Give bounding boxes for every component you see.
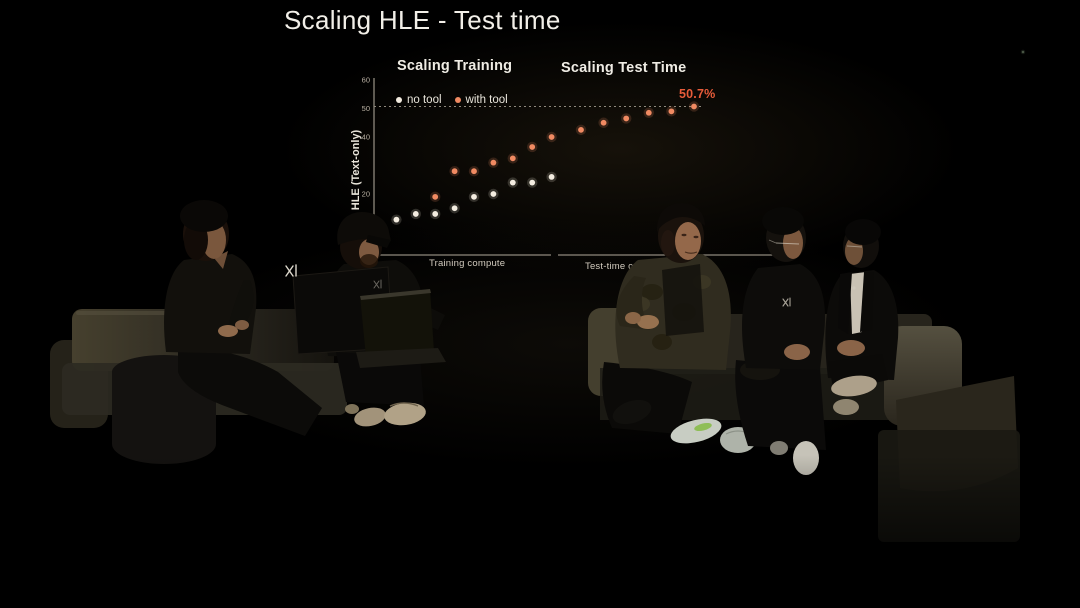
xai-logo-polo	[782, 297, 791, 307]
data-point	[668, 108, 675, 115]
data-point	[471, 168, 477, 175]
data-point	[490, 159, 497, 166]
y-tick-label: 20	[362, 190, 370, 199]
data-point	[393, 216, 400, 223]
xai-logo-shirt	[373, 279, 382, 289]
data-point	[529, 144, 536, 150]
data-point	[529, 179, 536, 186]
series-with-tool-training	[430, 131, 557, 203]
data-point	[471, 193, 477, 200]
y-tick-label: 40	[362, 133, 370, 142]
data-point	[412, 211, 419, 217]
laptop-base	[356, 348, 446, 368]
data-point	[691, 103, 697, 110]
person-5	[825, 219, 899, 415]
data-point	[490, 191, 497, 197]
data-point	[509, 155, 516, 162]
laptops	[292, 266, 446, 368]
data-point	[451, 205, 458, 212]
data-point	[623, 115, 630, 122]
person-1	[164, 200, 322, 436]
light-speck	[1020, 49, 1026, 55]
person-4	[735, 207, 826, 475]
floor-shadow	[0, 455, 1080, 608]
person-3-elon	[602, 203, 731, 434]
y-tick-label: 60	[362, 76, 370, 85]
xai-logo-wall	[285, 264, 297, 277]
data-point	[548, 134, 555, 140]
data-point	[578, 126, 584, 133]
data-point	[645, 109, 652, 116]
laptop-screen	[360, 289, 434, 357]
person-2-sneakers	[345, 402, 426, 427]
data-point	[600, 119, 607, 126]
series-with-tool-test_time	[575, 101, 700, 136]
y-tick-label: 50	[362, 104, 370, 113]
data-point	[548, 174, 555, 180]
data-point	[432, 193, 439, 200]
elon-sneakers	[670, 418, 756, 453]
data-point	[432, 211, 439, 217]
data-point	[451, 168, 458, 175]
data-point	[509, 179, 516, 186]
